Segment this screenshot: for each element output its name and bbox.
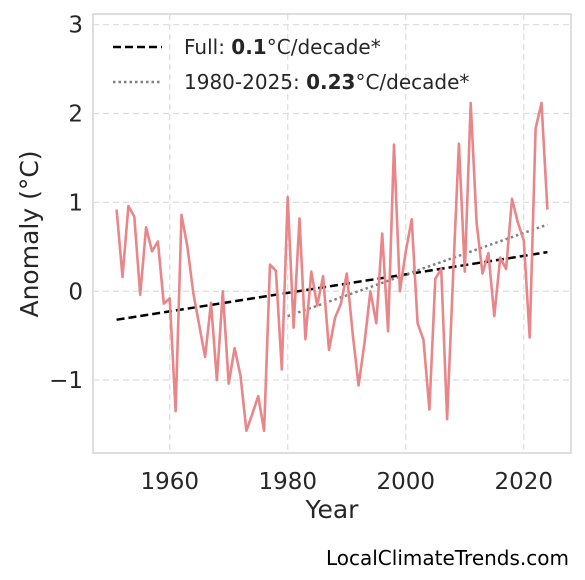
- full-trend-line: [116, 250, 548, 321]
- watermark-text: LocalClimateTrends.com: [325, 546, 569, 570]
- y-tick-label: −1: [49, 368, 83, 394]
- grid: [93, 14, 571, 453]
- x-tick-labels: 1960 1980 2000 2020: [140, 469, 553, 495]
- x-tick-label: 2020: [495, 469, 554, 495]
- x-tick-label: 2000: [376, 469, 435, 495]
- y-axis-label: Anomaly (°C): [15, 150, 44, 317]
- anomaly-series-line: [115, 101, 549, 433]
- x-tick-label: 1980: [258, 469, 317, 495]
- recent-trend-line: [287, 223, 548, 318]
- trend-lines: [116, 223, 548, 321]
- legend-full-label: Full: 0.1°C/decade*: [184, 35, 381, 59]
- y-tick-label: 2: [68, 102, 83, 128]
- x-axis-label: Year: [305, 495, 360, 524]
- y-tick-labels: −1 0 1 2 3: [49, 13, 83, 394]
- y-tick-label: 0: [68, 279, 83, 305]
- legend-recent-label: 1980-2025: 0.23°C/decade*: [184, 70, 469, 94]
- data-series: [115, 101, 549, 433]
- x-tick-label: 1960: [140, 469, 199, 495]
- y-tick-label: 1: [68, 190, 83, 216]
- y-tick-label: 3: [68, 13, 83, 39]
- legend: Full: 0.1°C/decade* 1980-2025: 0.23°C/de…: [113, 35, 469, 94]
